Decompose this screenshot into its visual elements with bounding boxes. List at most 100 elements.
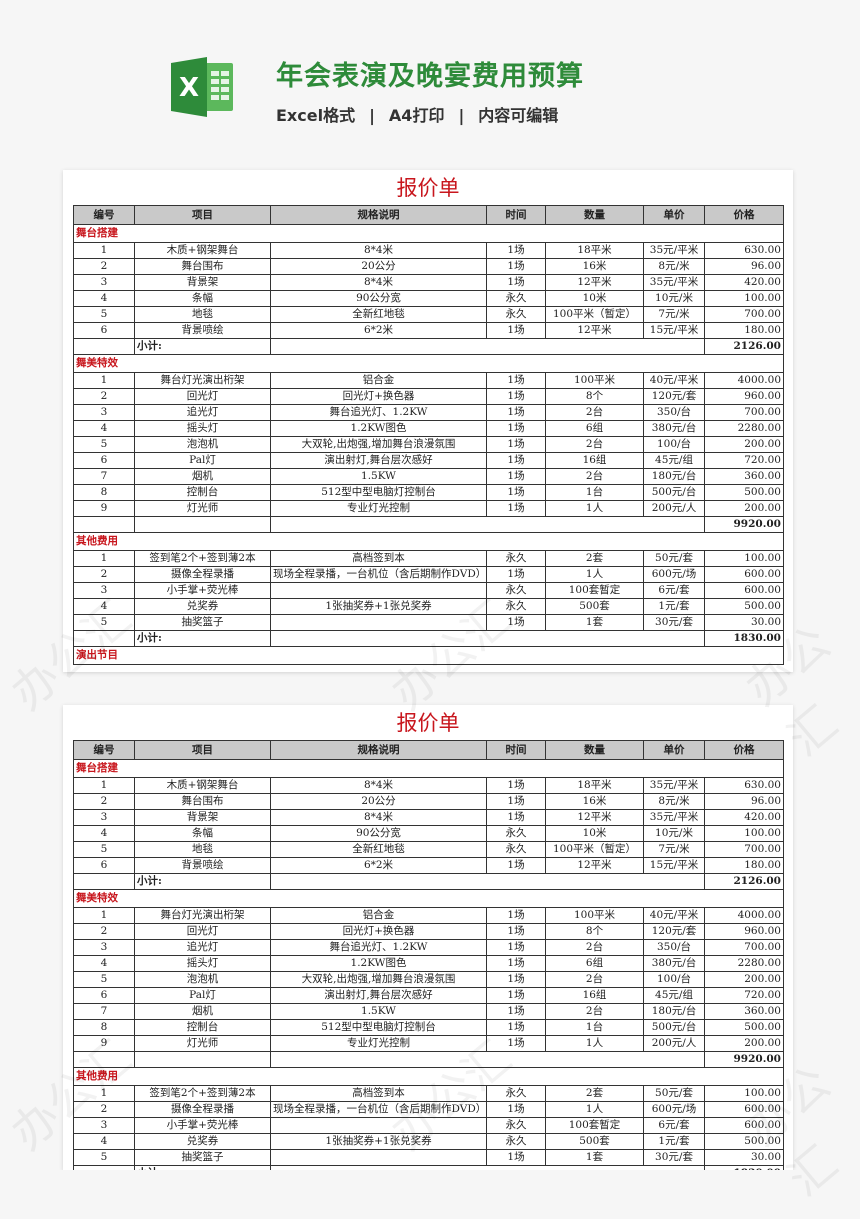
- table-cell: 永久: [486, 582, 546, 599]
- table-cell: 1: [73, 372, 135, 389]
- table-cell: 1场: [486, 500, 546, 517]
- svg-text:X: X: [179, 73, 199, 103]
- subtotal-value: 2126.00: [704, 338, 784, 355]
- table-cell: 1场: [486, 1019, 546, 1036]
- table-cell: 1张抽奖券+1张兑奖券: [270, 598, 487, 615]
- table-cell: 回光灯+换色器: [270, 923, 487, 940]
- table-cell: 1: [73, 242, 135, 259]
- table-cell: 630.00: [704, 777, 784, 794]
- table-cell: 永久: [486, 1117, 546, 1134]
- table-cell: 1场: [486, 987, 546, 1004]
- table-cell: 2280.00: [704, 955, 784, 972]
- table-cell: 1场: [486, 452, 546, 469]
- table-cell: 7: [73, 468, 135, 485]
- table-cell: 420.00: [704, 274, 784, 291]
- table-cell: 5: [73, 306, 135, 323]
- table-cell: 10元/米: [643, 290, 705, 307]
- column-header: 单价: [643, 205, 705, 225]
- table-cell: 20公分: [270, 258, 487, 275]
- table-cell: 兑奖券: [134, 598, 271, 615]
- sheet-title: 报价单: [396, 711, 460, 735]
- table-row: 5 地毯 全新红地毯 永久 100平米（暂定） 7元/米 700.00: [73, 306, 784, 323]
- table-row: 6 Pal灯 演出射灯,舞台层次感好 1场 16组 45元/组 720.00: [73, 987, 784, 1004]
- table-cell: 兑奖券: [134, 1133, 271, 1150]
- table-cell: 1场: [486, 793, 546, 810]
- column-header: 价格: [704, 740, 784, 760]
- subtotal-value: 1830.00: [704, 1165, 784, 1170]
- table-cell: 960.00: [704, 388, 784, 405]
- table-row: 2 回光灯 回光灯+换色器 1场 8个 120元/套 960.00: [73, 388, 784, 405]
- table-cell: 舞台围布: [134, 793, 271, 810]
- table-cell: 6元/套: [643, 582, 705, 599]
- separator: |: [369, 106, 375, 125]
- table-cell: 100套暂定: [545, 1117, 644, 1134]
- subtotal-label: [134, 1051, 271, 1068]
- table-cell: 1场: [486, 388, 546, 405]
- table-cell: 泡泡机: [134, 436, 271, 453]
- table-cell: 500.00: [704, 484, 784, 501]
- table-cell: 2280.00: [704, 420, 784, 437]
- table-cell: 地毯: [134, 841, 271, 858]
- table-cell: 1场: [486, 242, 546, 259]
- table-cell: 100/台: [643, 436, 705, 453]
- table-cell: 3: [73, 274, 135, 291]
- table-cell: 签到笔2个+签到薄2本: [134, 1085, 271, 1102]
- table-cell: 90公分宽: [270, 825, 487, 842]
- table-cell: 100.00: [704, 550, 784, 567]
- table-cell: 追光灯: [134, 939, 271, 956]
- table-cell: 背景喷绘: [134, 857, 271, 874]
- section-row: 演出节目: [73, 646, 784, 665]
- table-cell: 16组: [545, 452, 644, 469]
- separator: |: [458, 106, 465, 125]
- table-cell: 200元/人: [643, 1035, 705, 1052]
- table-cell: 600.00: [704, 582, 784, 599]
- table-cell: 10米: [545, 825, 644, 842]
- table-cell: 35元/平米: [643, 777, 705, 794]
- table-cell: 摄像全程录播: [134, 566, 271, 583]
- table-cell: 8个: [545, 388, 644, 405]
- table-cell: 专业灯光控制: [270, 500, 487, 517]
- table-cell: 16米: [545, 793, 644, 810]
- table-cell: 45元/组: [643, 987, 705, 1004]
- table-cell: 2台: [545, 971, 644, 988]
- table-row: 1 签到笔2个+签到薄2本 高档签到本 永久 2套 50元/套 100.00: [73, 1085, 784, 1102]
- table-cell: 永久: [486, 1133, 546, 1150]
- table-cell: 1人: [545, 566, 644, 583]
- table-cell: 永久: [486, 290, 546, 307]
- table-cell: Pal灯: [134, 987, 271, 1004]
- table-cell: 380元/台: [643, 420, 705, 437]
- table-cell: 高档签到本: [270, 550, 487, 567]
- table-row: 3 追光灯 舞台追光灯、1.2KW 1场 2台 350/台 700.00: [73, 404, 784, 421]
- table-cell: 1台: [545, 484, 644, 501]
- sheet-preview-page-2: 报价单 编号 项目 规格说明 时间 数量 单价 价格 舞台搭建 1 木质+钢架舞台 8*4米 1场 18…: [63, 705, 793, 1170]
- table-cell: 铝合金: [270, 372, 487, 389]
- table-row: 7 烟机 1.5KW 1场 2台 180元/台 360.00: [73, 1003, 784, 1020]
- table-cell: 1套: [545, 1149, 644, 1166]
- column-header: 数量: [545, 740, 644, 760]
- table-cell: 1场: [486, 1003, 546, 1020]
- table-cell: 4000.00: [704, 907, 784, 924]
- table-cell: 100平米（暂定）: [545, 306, 644, 323]
- table-cell: 40元/平米: [643, 372, 705, 389]
- table-cell: 90公分宽: [270, 290, 487, 307]
- table-row: 1 舞台灯光演出桁架 铝合金 1场 100平米 40元/平米 4000.00: [73, 372, 784, 389]
- table-cell: 小手掌+荧光棒: [134, 582, 271, 599]
- table-cell: 6*2米: [270, 322, 487, 339]
- table-cell: 摇头灯: [134, 420, 271, 437]
- table-cell: 30元/套: [643, 1149, 705, 1166]
- table-cell: 4: [73, 825, 135, 842]
- table-cell: 720.00: [704, 452, 784, 469]
- table-cell: 全新红地毯: [270, 306, 487, 323]
- table-cell: 1套: [545, 614, 644, 631]
- table-cell: 15元/平米: [643, 857, 705, 874]
- table-cell: 1场: [486, 420, 546, 437]
- table-cell: 1场: [486, 566, 546, 583]
- table-cell: 抽奖篮子: [134, 614, 271, 631]
- table-cell: 12平米: [545, 322, 644, 339]
- table-cell: 120元/套: [643, 923, 705, 940]
- table-row: 2 舞台围布 20公分 1场 16米 8元/米 96.00: [73, 258, 784, 275]
- table-cell: 100/台: [643, 971, 705, 988]
- tag-format: Excel格式: [276, 106, 356, 125]
- section-row: 其他费用: [73, 532, 784, 551]
- subtotal-row: 小计:1830.00: [73, 1165, 784, 1170]
